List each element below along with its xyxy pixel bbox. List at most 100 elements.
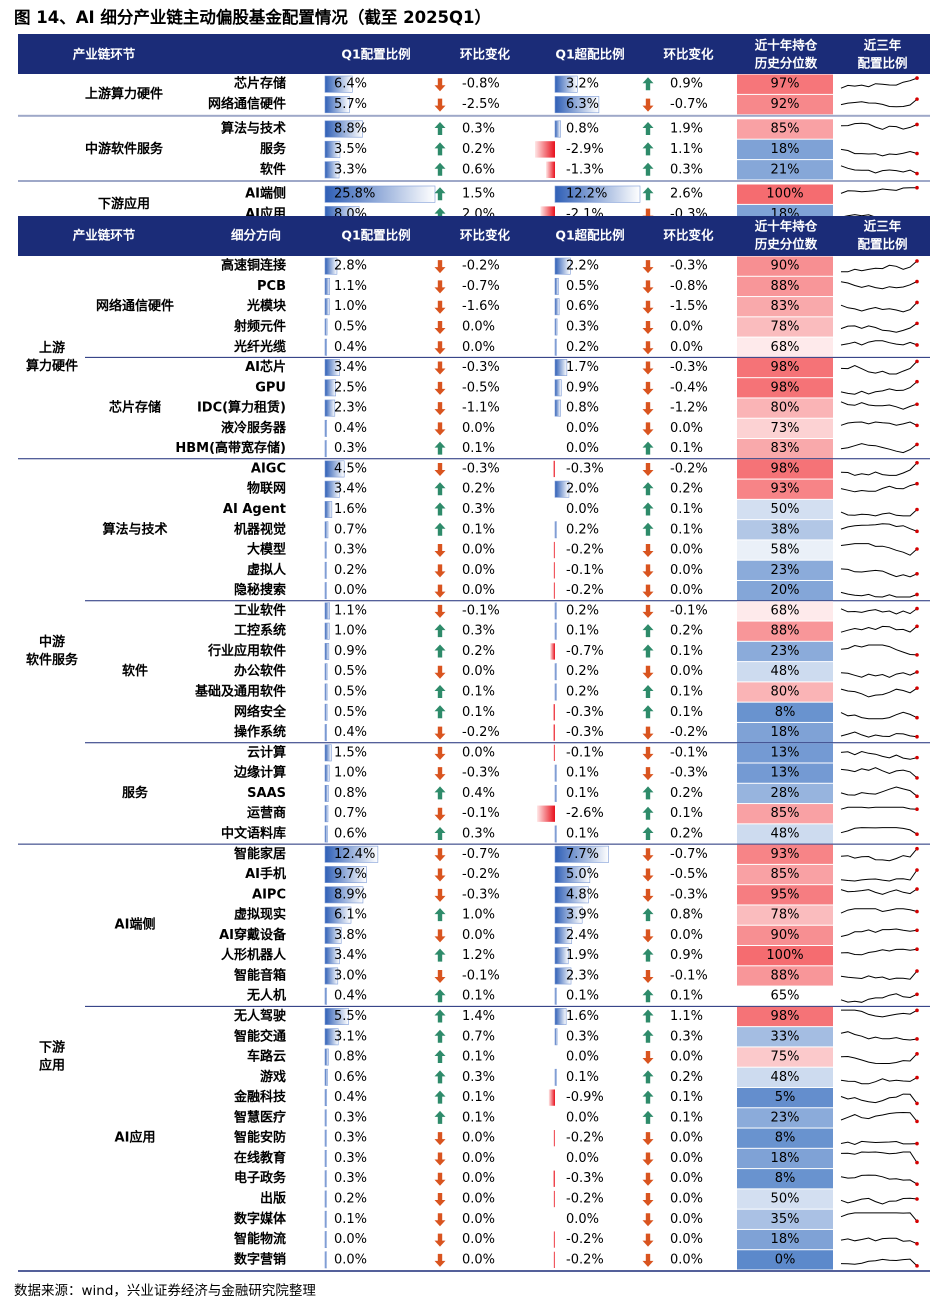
- header-label: 近十年持仓: [755, 219, 818, 234]
- underweight-bar: [553, 1251, 555, 1268]
- percentile-value: 78%: [771, 908, 800, 923]
- sparkline-endpoint: [915, 343, 919, 347]
- sparkline-endpoint: [915, 185, 919, 190]
- arrow-down-icon: [642, 402, 654, 416]
- q1-allocation-value: 0.0%: [334, 1232, 367, 1247]
- percentile-cell: [737, 763, 833, 783]
- overweight-change-value: 0.2%: [670, 786, 703, 801]
- q1-allocation-bar: [324, 379, 336, 397]
- percentile-value: 88%: [771, 968, 800, 983]
- q1-allocation-value: 0.5%: [334, 319, 367, 334]
- sparkline-endpoint: [915, 529, 919, 534]
- overweight-change-value: 0.2%: [670, 624, 703, 639]
- overweight-value: 0.8%: [566, 401, 599, 416]
- percentile-value: 85%: [771, 867, 800, 882]
- underweight-bar: [552, 1170, 555, 1187]
- table-row: [324, 499, 919, 520]
- overweight-value: 0.3%: [566, 319, 599, 334]
- percentile-value: 38%: [771, 522, 800, 537]
- row-label: AIPC: [252, 887, 286, 902]
- overweight-change-value: 0.0%: [670, 1131, 703, 1146]
- arrow-down-icon: [642, 1233, 654, 1247]
- q1-change-value: -0.3%: [462, 360, 500, 375]
- table-row: [324, 119, 919, 139]
- percentile-value: 100%: [766, 948, 803, 963]
- q1-change-value: 0.3%: [462, 502, 495, 517]
- q1-allocation-value: 3.4%: [334, 948, 367, 963]
- sparkline-endpoint: [915, 992, 919, 997]
- q1-allocation-bar: [324, 987, 328, 1005]
- row-label: 云计算: [247, 744, 286, 760]
- sparkline: [840, 1237, 918, 1245]
- overweight-value: -2.6%: [566, 806, 604, 821]
- q1-allocation-value: 1.0%: [334, 766, 367, 781]
- overweight-bar: [554, 120, 561, 138]
- underweight-bar: [546, 161, 555, 178]
- percentile-value: 68%: [771, 603, 800, 618]
- arrow-down-icon: [642, 584, 654, 598]
- overweight-value: 0.1%: [566, 624, 599, 639]
- sparkline-endpoint: [915, 359, 919, 364]
- overweight-value: 1.6%: [566, 1009, 599, 1024]
- table-row: [324, 297, 919, 317]
- q1-allocation-bar: [324, 663, 328, 681]
- sparkline-endpoint: [915, 300, 919, 305]
- percentile-value: 8%: [775, 1131, 796, 1146]
- q1-change-value: 0.1%: [462, 685, 495, 700]
- table-row: [324, 276, 919, 297]
- overweight-value: 3.2%: [566, 77, 599, 92]
- arrow-down-icon: [642, 1051, 654, 1065]
- row-label: 数字营销: [234, 1251, 286, 1267]
- q1-change-value: 0.0%: [462, 563, 495, 578]
- overweight-bar: [554, 825, 557, 843]
- table-row: [324, 1189, 919, 1209]
- header-label: 细分方向: [231, 228, 281, 243]
- percentile-value: 85%: [771, 122, 800, 137]
- arrow-down-icon: [434, 746, 446, 760]
- sparkline: [840, 591, 918, 598]
- q1-allocation-value: 0.0%: [334, 1252, 367, 1267]
- sparkline: [840, 644, 918, 656]
- overweight-change-value: 0.1%: [670, 1090, 703, 1105]
- arrow-down-icon: [642, 300, 654, 314]
- overweight-value: 0.5%: [566, 279, 599, 294]
- arrow-down-icon: [642, 381, 654, 395]
- table-row: [324, 1047, 919, 1067]
- percentile-cell: [737, 479, 833, 499]
- section-label: 下游: [39, 1040, 65, 1056]
- arrow-down-icon: [434, 280, 446, 294]
- sparkline-endpoint: [915, 460, 919, 465]
- sparkline: [841, 1009, 918, 1018]
- header-label: 近三年: [864, 38, 902, 53]
- arrow-up-icon: [434, 1029, 446, 1043]
- percentile-cell: [737, 601, 833, 621]
- row-label: 无人驾驶: [233, 1008, 286, 1024]
- arrow-up-icon: [642, 1090, 654, 1104]
- overweight-bar: [554, 480, 570, 498]
- q1-change-value: -0.1%: [462, 806, 500, 821]
- arrow-down-icon: [434, 462, 446, 476]
- overweight-change-value: -1.2%: [670, 401, 708, 416]
- q1-allocation-bar: [324, 257, 338, 275]
- q1-allocation-value: 1.5%: [334, 745, 367, 760]
- arrow-up-icon: [434, 207, 446, 221]
- q1-allocation-bar: [324, 906, 352, 924]
- sparkline-endpoint: [915, 507, 919, 512]
- row-label: 工业软件: [234, 602, 286, 618]
- q1-allocation-bar: [324, 1008, 349, 1025]
- overweight-value: -0.2%: [566, 543, 604, 558]
- row-label: 行业应用软件: [207, 643, 286, 659]
- overweight-change-value: 0.2%: [670, 826, 703, 841]
- q1-allocation-bar: [324, 419, 328, 437]
- q1-allocation-value: 0.5%: [334, 685, 367, 700]
- percentile-cell: [737, 1209, 833, 1229]
- underweight-bar: [548, 1089, 555, 1106]
- q1-change-value: 1.2%: [462, 948, 495, 963]
- q1-allocation-value: 0.4%: [334, 1090, 367, 1105]
- summary-header: [18, 36, 930, 74]
- q1-allocation-value: 2.5%: [334, 380, 367, 395]
- q1-change-value: 0.1%: [462, 1110, 495, 1125]
- q1-allocation-bar: [324, 622, 330, 640]
- q1-allocation-value: 0.5%: [334, 705, 367, 720]
- q1-allocation-bar: [324, 967, 339, 985]
